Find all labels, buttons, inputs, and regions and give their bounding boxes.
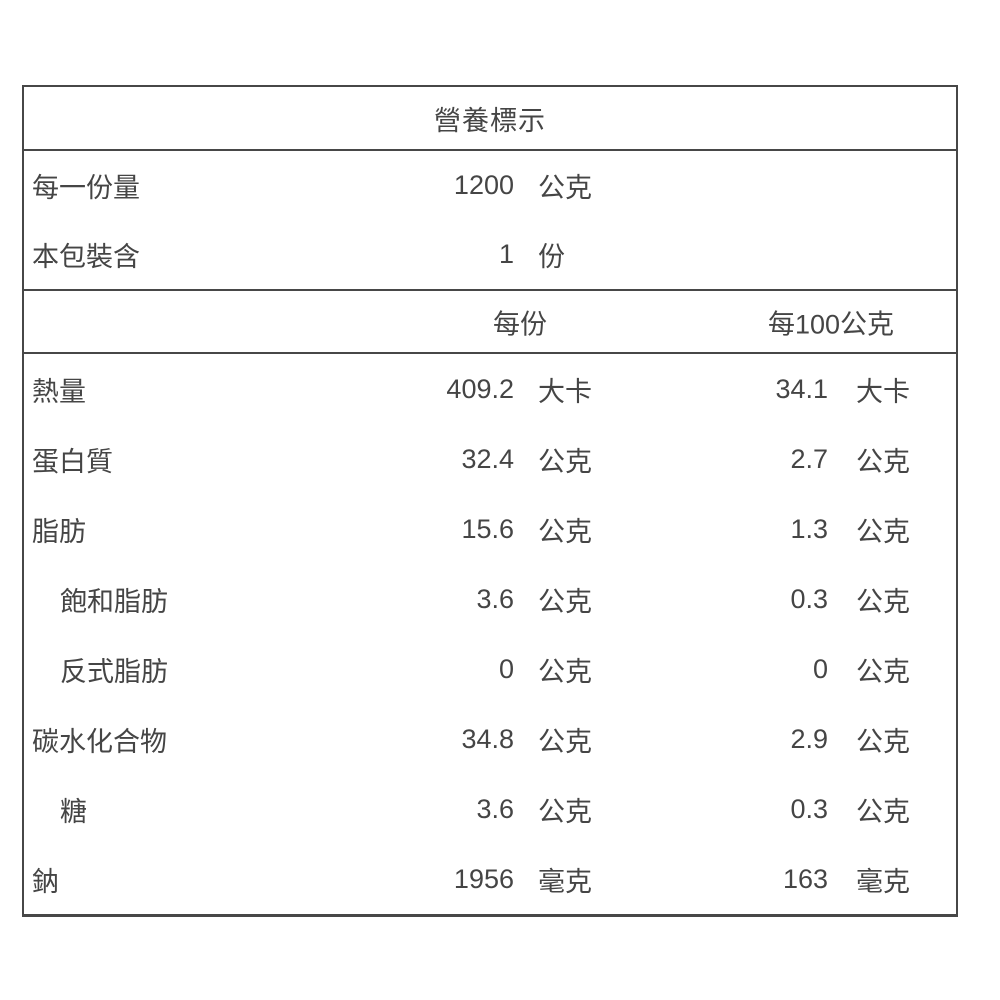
nutrient-row-protein: 蛋白質 32.4 公克 2.7 公克	[24, 424, 956, 494]
per-100g-value: 0.3	[790, 583, 828, 614]
servings-per-package-unit: 份	[538, 242, 565, 272]
nutrient-rows-section: 熱量 409.2 大卡 34.1 大卡 蛋白質 32.4 公克 2.7 公克 脂…	[24, 354, 956, 914]
per-serving-value: 15.6	[461, 513, 514, 544]
per-100g-value: 0	[812, 653, 828, 684]
per-serving-unit: 公克	[538, 446, 592, 477]
per-100g-unit: 毫克	[856, 866, 910, 897]
per-serving-value: 1956	[453, 863, 514, 894]
per-100g-unit: 公克	[856, 656, 910, 687]
servings-per-package-value: 1	[498, 239, 514, 269]
per-serving-column-header: 每份	[493, 309, 547, 339]
per-serving-value: 34.8	[461, 723, 514, 754]
per-100g-value: 34.1	[775, 373, 828, 404]
per-100g-value: 1.3	[790, 513, 828, 544]
per-serving-unit: 公克	[538, 796, 592, 827]
per-100g-unit: 公克	[856, 446, 910, 477]
per-100g-value: 2.7	[790, 443, 828, 474]
serving-size-label: 每一份量	[32, 173, 140, 203]
servings-per-package-label: 本包裝含	[32, 242, 140, 272]
per-serving-value: 3.6	[476, 793, 514, 824]
servings-per-package-row: 本包裝含 1 份	[24, 220, 956, 289]
per-serving-value: 0	[498, 653, 514, 684]
serving-size-row: 每一份量 1200 公克	[24, 151, 956, 220]
per-100g-unit: 大卡	[856, 376, 910, 407]
per-serving-unit: 公克	[538, 656, 592, 687]
nutrient-row-fat: 脂肪 15.6 公克 1.3 公克	[24, 494, 956, 564]
nutrient-label: 碳水化合物	[32, 726, 167, 757]
nutrient-label: 熱量	[32, 376, 86, 407]
per-serving-unit: 大卡	[538, 376, 592, 407]
title-section: 營養標示	[24, 87, 956, 151]
nutrient-row-sodium: 鈉 1956 毫克 163 毫克	[24, 844, 956, 914]
per-100g-value: 163	[782, 863, 828, 894]
nutrient-row-saturated-fat: 飽和脂肪 3.6 公克 0.3 公克	[24, 564, 956, 634]
per-100g-unit: 公克	[856, 726, 910, 757]
per-serving-unit: 公克	[538, 726, 592, 757]
per-serving-value: 409.2	[446, 373, 514, 404]
per-100g-column-header: 每100公克	[767, 309, 895, 339]
per-serving-unit: 公克	[538, 516, 592, 547]
serving-info-section: 每一份量 1200 公克 本包裝含 1 份	[24, 151, 956, 291]
column-header-row: 每份 每100公克	[24, 291, 956, 354]
nutrition-table: 營養標示 每一份量 1200 公克 本包裝含 1 份 每份 每100公克 熱量 …	[22, 85, 958, 917]
serving-size-unit: 公克	[538, 173, 592, 203]
per-100g-value: 0.3	[790, 793, 828, 824]
per-100g-value: 2.9	[790, 723, 828, 754]
nutrient-label: 糖	[60, 796, 87, 827]
per-serving-value: 32.4	[461, 443, 514, 474]
serving-size-value: 1200	[453, 170, 514, 200]
nutrient-label: 脂肪	[32, 516, 86, 547]
nutrient-row-trans-fat: 反式脂肪 0 公克 0 公克	[24, 634, 956, 704]
nutrient-label: 反式脂肪	[60, 656, 168, 687]
nutrient-row-sugar: 糖 3.6 公克 0.3 公克	[24, 774, 956, 844]
per-100g-unit: 公克	[856, 796, 910, 827]
per-100g-unit: 公克	[856, 516, 910, 547]
nutrition-title: 營養標示	[434, 105, 546, 136]
per-100g-unit: 公克	[856, 586, 910, 617]
nutrient-row-calories: 熱量 409.2 大卡 34.1 大卡	[24, 354, 956, 424]
nutrient-row-carbohydrate: 碳水化合物 34.8 公克 2.9 公克	[24, 704, 956, 774]
nutrient-label: 飽和脂肪	[60, 586, 168, 617]
per-serving-value: 3.6	[476, 583, 514, 614]
per-serving-unit: 毫克	[538, 866, 592, 897]
per-serving-unit: 公克	[538, 586, 592, 617]
nutrient-label: 蛋白質	[32, 446, 113, 477]
nutrient-label: 鈉	[32, 866, 59, 897]
